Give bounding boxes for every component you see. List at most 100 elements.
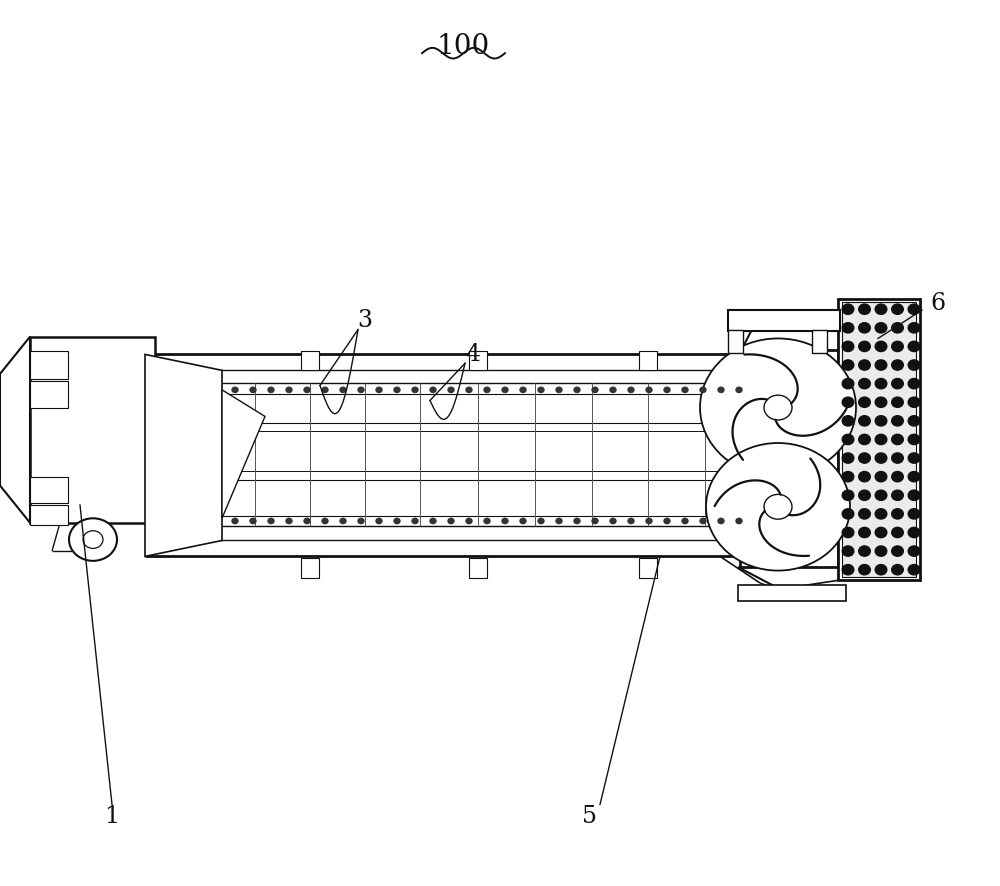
Circle shape [394, 518, 400, 524]
Circle shape [875, 341, 887, 352]
Circle shape [682, 387, 688, 392]
Circle shape [892, 397, 903, 408]
Circle shape [700, 387, 706, 392]
Bar [728, 310, 840, 331]
Bar [728, 330, 743, 353]
Circle shape [232, 387, 238, 392]
Circle shape [908, 416, 920, 426]
Circle shape [859, 304, 870, 315]
Circle shape [736, 387, 742, 392]
Circle shape [892, 416, 903, 426]
Circle shape [908, 490, 920, 501]
Circle shape [859, 564, 870, 575]
Circle shape [908, 527, 920, 538]
Circle shape [448, 387, 454, 392]
Circle shape [859, 490, 870, 501]
Circle shape [304, 518, 310, 524]
Circle shape [892, 509, 903, 519]
Circle shape [875, 397, 887, 408]
Circle shape [892, 471, 903, 482]
Circle shape [268, 387, 274, 392]
Circle shape [908, 397, 920, 408]
Circle shape [908, 341, 920, 352]
Circle shape [859, 453, 870, 463]
Circle shape [430, 518, 436, 524]
Circle shape [859, 378, 870, 389]
Circle shape [574, 387, 580, 392]
Circle shape [520, 518, 526, 524]
Circle shape [736, 518, 742, 524]
Circle shape [908, 434, 920, 445]
Circle shape [842, 378, 854, 389]
Circle shape [628, 387, 634, 392]
Circle shape [340, 387, 346, 392]
Circle shape [875, 453, 887, 463]
Circle shape [592, 518, 598, 524]
Circle shape [908, 304, 920, 315]
Circle shape [875, 304, 887, 315]
Circle shape [466, 387, 472, 392]
Circle shape [394, 387, 400, 392]
Circle shape [859, 434, 870, 445]
Text: 6: 6 [930, 291, 946, 315]
Circle shape [842, 490, 854, 501]
Circle shape [764, 395, 792, 420]
Circle shape [484, 518, 490, 524]
Bar [812, 330, 827, 353]
Circle shape [376, 387, 382, 392]
Bar [301, 558, 319, 578]
Bar [639, 558, 657, 578]
Bar [30, 381, 68, 408]
Circle shape [286, 387, 292, 392]
Circle shape [892, 453, 903, 463]
Circle shape [875, 323, 887, 333]
Circle shape [358, 518, 364, 524]
Circle shape [892, 546, 903, 556]
Circle shape [875, 564, 887, 575]
Circle shape [718, 387, 724, 392]
Circle shape [430, 387, 436, 392]
Circle shape [875, 360, 887, 370]
Bar [469, 558, 487, 578]
Circle shape [664, 387, 670, 392]
Circle shape [322, 518, 328, 524]
Bar [30, 505, 68, 525]
Circle shape [83, 531, 103, 548]
Circle shape [908, 471, 920, 482]
Circle shape [842, 527, 854, 538]
Polygon shape [222, 390, 265, 518]
Bar [740, 350, 838, 567]
Circle shape [484, 387, 490, 392]
Circle shape [358, 387, 364, 392]
Circle shape [908, 378, 920, 389]
Circle shape [842, 304, 854, 315]
Circle shape [466, 518, 472, 524]
Circle shape [875, 490, 887, 501]
Circle shape [842, 564, 854, 575]
Circle shape [908, 564, 920, 575]
Text: 3: 3 [358, 309, 372, 332]
Circle shape [842, 397, 854, 408]
Circle shape [859, 471, 870, 482]
Circle shape [875, 416, 887, 426]
Circle shape [859, 360, 870, 370]
Bar [842, 302, 916, 577]
Circle shape [706, 443, 850, 571]
Circle shape [908, 453, 920, 463]
Bar [838, 299, 920, 580]
Circle shape [268, 518, 274, 524]
Circle shape [842, 360, 854, 370]
Bar [30, 477, 68, 503]
Circle shape [859, 416, 870, 426]
Bar [30, 351, 68, 379]
Polygon shape [0, 337, 30, 523]
Circle shape [502, 518, 508, 524]
Circle shape [376, 518, 382, 524]
Circle shape [700, 518, 706, 524]
Polygon shape [145, 354, 222, 556]
Circle shape [646, 387, 652, 392]
Circle shape [842, 509, 854, 519]
Bar [639, 351, 657, 370]
Circle shape [859, 341, 870, 352]
Circle shape [664, 518, 670, 524]
